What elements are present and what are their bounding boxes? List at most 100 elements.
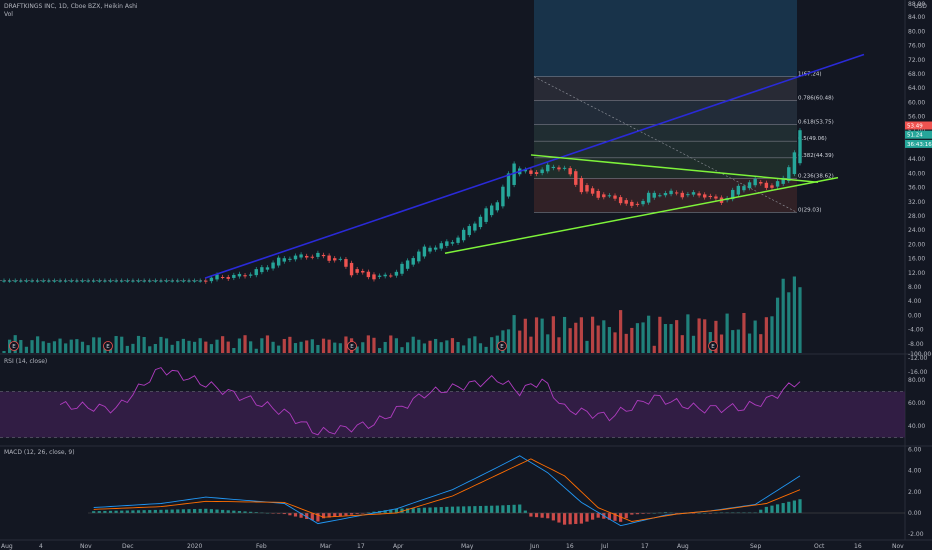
candle-body (389, 275, 393, 277)
candle-body (243, 275, 247, 277)
volume-bar (305, 340, 309, 353)
macd-histogram-bar (473, 506, 477, 513)
signal-line (93, 458, 801, 522)
volume-bar (148, 346, 152, 353)
volume-bar (619, 310, 623, 353)
volume-bar (47, 342, 51, 353)
time-axis-tick: 2020 (187, 543, 202, 550)
fib-level-label: 0(29.03) (798, 207, 822, 213)
candle-body (19, 280, 23, 282)
candle-body (344, 259, 348, 267)
candle-body (204, 280, 208, 282)
volume-bar (624, 333, 628, 353)
macd-histogram-bar (232, 510, 236, 513)
volume-bar (546, 334, 550, 353)
volume-bar (372, 337, 376, 353)
volume-bar (703, 319, 707, 353)
macd-histogram-bar (417, 507, 421, 513)
macd-histogram-bar (389, 509, 393, 513)
volume-bar (680, 335, 684, 353)
macd-histogram-bar (299, 513, 303, 518)
volume-bar (663, 324, 668, 353)
volume-bar (574, 322, 578, 353)
volume-bar (394, 338, 398, 353)
candle-body (742, 186, 746, 191)
macd-histogram-bar (579, 513, 583, 524)
candle-body (142, 280, 146, 282)
volume-bar (434, 338, 438, 353)
macd-histogram-bar (249, 511, 253, 513)
volume-bar (226, 341, 230, 353)
macd-histogram-bar (187, 509, 191, 513)
candle-body (489, 205, 494, 216)
rsi-line (59, 367, 801, 436)
fib-zone (534, 124, 797, 142)
macd-histogram-bar (484, 505, 488, 513)
macd-axis-tick: 2.00 (908, 489, 922, 496)
macd-histogram-bar (406, 508, 410, 513)
candle-body (540, 169, 544, 174)
volume-bar (792, 276, 796, 353)
candle-body (445, 241, 449, 246)
macd-histogram-bar (372, 511, 376, 513)
currency-label: USD (914, 3, 927, 10)
candle-body (114, 280, 118, 282)
fib-extension-zone (534, 0, 797, 77)
candle-body (7, 280, 12, 282)
volume-bar (361, 342, 365, 353)
macd-histogram-bar (176, 509, 180, 513)
volume-bar (120, 336, 124, 353)
macd-histogram-bar (400, 508, 404, 513)
candle-body (495, 202, 499, 211)
fib-level-label: 1(67.24) (798, 72, 822, 78)
volume-bar (658, 316, 662, 353)
volume-bar (232, 348, 236, 353)
volume-bar (327, 339, 331, 353)
volume-bar (86, 345, 90, 353)
time-axis-tick: 4 (39, 543, 43, 550)
candle-body (265, 267, 270, 270)
fib-zone (534, 100, 797, 125)
volume-bar (192, 341, 197, 353)
candle-body (248, 274, 253, 276)
volume-bar (30, 340, 34, 353)
macd-histogram-bar (428, 507, 432, 513)
candle-body (41, 280, 45, 282)
price-axis-tick: 64.00 (908, 85, 925, 92)
price-axis-tick: 32.00 (908, 199, 925, 206)
volume-bar (176, 341, 180, 353)
time-axis-tick: 16 (854, 543, 862, 550)
candle-body (562, 167, 567, 169)
candle-body (181, 280, 186, 282)
macd-histogram-bar (450, 506, 455, 513)
price-tag-bg (905, 130, 932, 139)
earnings-marker (103, 341, 113, 351)
price-tag: 51.24 (907, 133, 923, 139)
candle-body (775, 181, 780, 187)
macd-histogram-bar (512, 504, 516, 513)
candle-body (125, 280, 130, 282)
candle-body (192, 280, 197, 282)
volume-bar (736, 329, 740, 353)
volume-bar (2, 351, 6, 353)
macd-histogram-bar (619, 513, 623, 522)
volume-bar (383, 341, 387, 353)
price-axis-top-label: 88.00 (908, 1, 925, 8)
macd-histogram-bar (478, 505, 483, 513)
volume-bar (719, 334, 724, 353)
candle-body (349, 262, 354, 276)
macd-axis-tick: 0.00 (908, 510, 922, 517)
volume-bar (170, 344, 174, 353)
candle-body (686, 194, 690, 196)
macd-histogram-bar (327, 513, 331, 518)
time-axis-tick: Nov (80, 543, 92, 550)
macd-histogram-bar (305, 513, 309, 520)
candle-body (405, 260, 410, 269)
volume-bar (691, 335, 696, 353)
volume-bar (321, 338, 326, 353)
volume-bar (568, 328, 572, 353)
candle-body (366, 271, 371, 278)
macd-histogram-bar (131, 510, 135, 513)
